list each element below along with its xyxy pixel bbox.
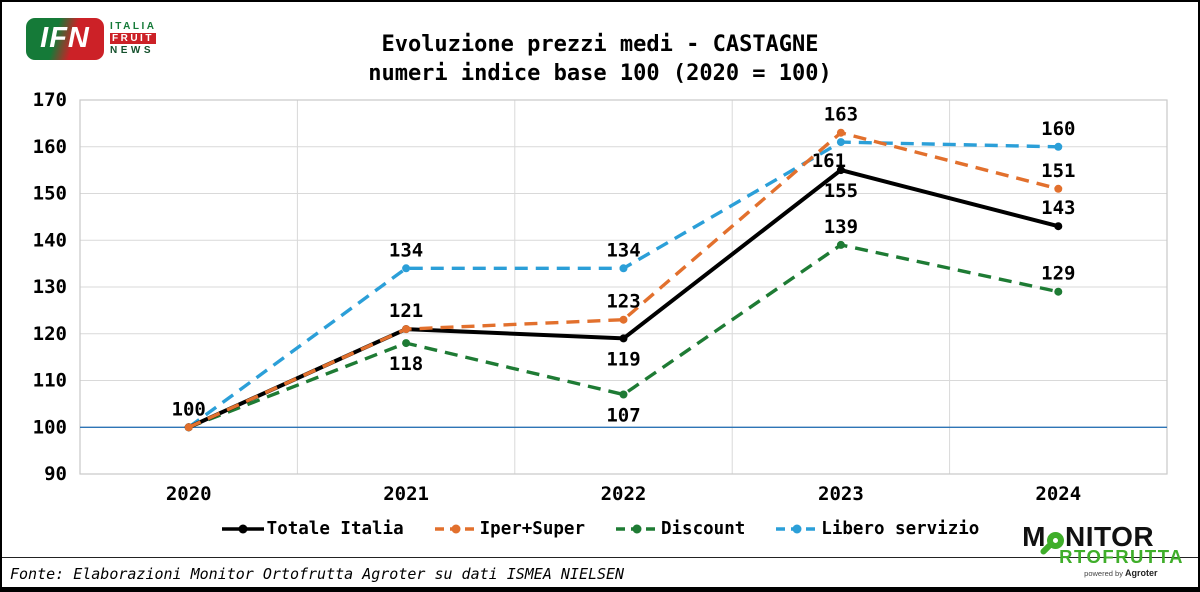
monitor-logo-line1: M NITOR (1022, 523, 1184, 551)
legend-item-totale-italia: Totale Italia (221, 519, 404, 539)
svg-text:161: 161 (812, 150, 846, 172)
legend-label: Discount (660, 519, 746, 539)
powered-by-text: powered by (1084, 569, 1123, 578)
legend-label: Libero servizio (821, 519, 980, 539)
monitor-ortofrutta-logo: M NITOR RTOFRUTTA powered by Agroter (1022, 523, 1184, 579)
svg-text:100: 100 (172, 398, 206, 420)
monitor-logo-powered-by: powered by Agroter (1084, 568, 1184, 578)
svg-text:100: 100 (33, 416, 67, 438)
legend-label: Totale Italia (266, 519, 404, 539)
svg-text:139: 139 (824, 216, 858, 238)
legend-swatch-libero-servizio (775, 522, 819, 536)
svg-text:118: 118 (389, 353, 423, 375)
svg-text:134: 134 (389, 239, 423, 261)
svg-text:2021: 2021 (383, 483, 429, 505)
svg-text:163: 163 (824, 104, 858, 126)
legend-swatch-iper-super (434, 522, 478, 536)
ifn-word-italia: ITALIA (110, 21, 157, 32)
monitor-logo-m: M (1022, 521, 1046, 552)
svg-text:2024: 2024 (1035, 483, 1081, 505)
ifn-logo-text: ITALIA FRUIT NEWS (110, 18, 156, 56)
chart-title: Evoluzione prezzi medi - CASTAGNE (381, 32, 819, 57)
svg-text:140: 140 (33, 229, 67, 251)
ifn-logo: IFN ITALIA FRUIT NEWS (26, 18, 156, 60)
chart-title-block: Evoluzione prezzi medi - CASTAGNE numeri… (2, 30, 1198, 88)
svg-text:121: 121 (389, 300, 423, 322)
legend-swatch-totale-italia (221, 522, 265, 536)
ifn-word-fruit: FRUIT (110, 33, 156, 44)
chart-legend: Totale Italia Iper+Super Discount Libero… (2, 519, 1198, 539)
svg-text:155: 155 (824, 180, 858, 202)
svg-text:143: 143 (1041, 197, 1075, 219)
svg-text:107: 107 (606, 405, 640, 427)
svg-text:2020: 2020 (166, 483, 212, 505)
chart-subtitle: numeri indice base 100 (2020 = 100) (368, 61, 832, 86)
svg-text:123: 123 (606, 291, 640, 313)
svg-text:110: 110 (33, 370, 67, 392)
legend-item-discount: Discount (615, 519, 745, 539)
svg-text:134: 134 (606, 239, 640, 261)
svg-text:160: 160 (1041, 118, 1075, 140)
ifn-badge: IFN (26, 18, 104, 60)
svg-text:151: 151 (1041, 160, 1075, 182)
legend-label: Iper+Super (479, 519, 585, 539)
price-index-line-chart: 90 100 110 120 130 140 150 160 170 2020 2021 2022 20… (2, 2, 1198, 522)
agroter-brand: Agroter (1125, 568, 1158, 578)
svg-text:2023: 2023 (818, 483, 864, 505)
monitor-logo-nitor: NITOR (1065, 521, 1155, 552)
svg-text:130: 130 (33, 276, 67, 298)
svg-text:150: 150 (33, 183, 67, 205)
svg-text:170: 170 (33, 89, 67, 111)
svg-text:90: 90 (44, 463, 67, 485)
svg-text:119: 119 (606, 348, 640, 370)
magnifier-icon (1047, 531, 1064, 549)
source-footer: Fonte: Elaborazioni Monitor Ortofrutta A… (2, 557, 1198, 590)
legend-swatch-discount (615, 522, 659, 536)
monitor-logo-line2: RTOFRUTTA (1059, 546, 1184, 567)
svg-text:120: 120 (33, 323, 67, 345)
svg-text:2022: 2022 (601, 483, 647, 505)
svg-text:160: 160 (33, 136, 67, 158)
legend-item-libero-servizio: Libero servizio (775, 519, 979, 539)
ifn-word-news: NEWS (110, 45, 154, 56)
legend-item-iper-super: Iper+Super (434, 519, 585, 539)
svg-text:129: 129 (1041, 263, 1075, 285)
